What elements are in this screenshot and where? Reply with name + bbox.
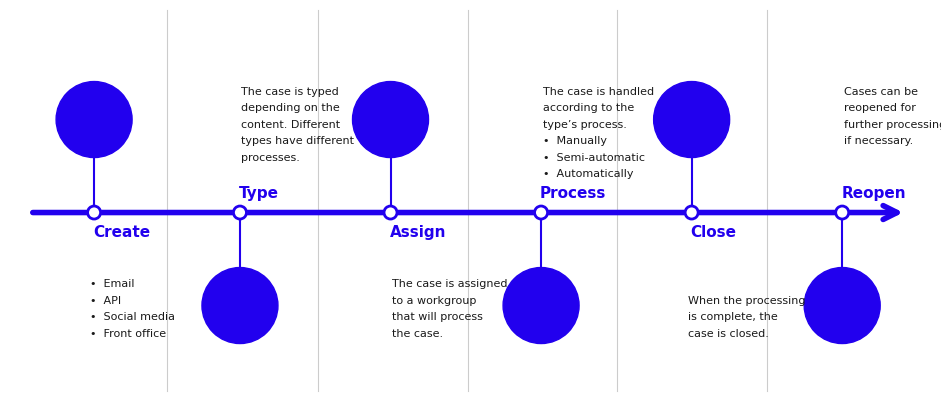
Circle shape xyxy=(836,206,849,219)
Text: according to the: according to the xyxy=(543,103,634,113)
Circle shape xyxy=(805,267,880,344)
Text: further processing: further processing xyxy=(844,119,941,130)
Text: When the processing: When the processing xyxy=(688,296,805,306)
Text: depending on the: depending on the xyxy=(242,103,341,113)
Circle shape xyxy=(202,267,278,344)
Text: The case is typed: The case is typed xyxy=(242,87,339,97)
Circle shape xyxy=(654,81,729,158)
Text: is complete, the: is complete, the xyxy=(688,312,777,322)
Text: processes.: processes. xyxy=(242,152,300,162)
Text: •  Social media: • Social media xyxy=(90,312,175,322)
Circle shape xyxy=(56,81,132,158)
Text: The case is handled: The case is handled xyxy=(543,87,654,97)
Text: to a workgroup: to a workgroup xyxy=(392,296,476,306)
Text: content. Different: content. Different xyxy=(242,119,341,130)
Circle shape xyxy=(233,206,247,219)
Circle shape xyxy=(353,81,428,158)
Text: the case.: the case. xyxy=(392,328,443,338)
Circle shape xyxy=(384,206,397,219)
Text: Create: Create xyxy=(93,225,151,239)
Text: •  Email: • Email xyxy=(90,279,135,289)
Text: Reopen: Reopen xyxy=(841,186,906,200)
Circle shape xyxy=(88,206,101,219)
Text: •  Manually: • Manually xyxy=(543,136,607,146)
Text: case is closed.: case is closed. xyxy=(688,328,769,338)
Text: if necessary.: if necessary. xyxy=(844,136,913,146)
Text: •  Front office: • Front office xyxy=(90,328,167,338)
Text: •  Automatically: • Automatically xyxy=(543,169,633,179)
Text: types have different: types have different xyxy=(242,136,355,146)
Text: Type: Type xyxy=(239,186,279,200)
Text: Assign: Assign xyxy=(390,225,446,239)
Text: that will process: that will process xyxy=(392,312,483,322)
Text: •  API: • API xyxy=(90,296,121,306)
Text: Close: Close xyxy=(691,225,737,239)
Text: •  Semi-automatic: • Semi-automatic xyxy=(543,152,645,162)
Circle shape xyxy=(685,206,698,219)
Text: type’s process.: type’s process. xyxy=(543,119,627,130)
Circle shape xyxy=(534,206,548,219)
Text: Process: Process xyxy=(540,186,606,200)
Circle shape xyxy=(503,267,579,344)
Text: The case is assigned: The case is assigned xyxy=(392,279,507,289)
Text: Cases can be: Cases can be xyxy=(844,87,917,97)
Text: reopened for: reopened for xyxy=(844,103,916,113)
